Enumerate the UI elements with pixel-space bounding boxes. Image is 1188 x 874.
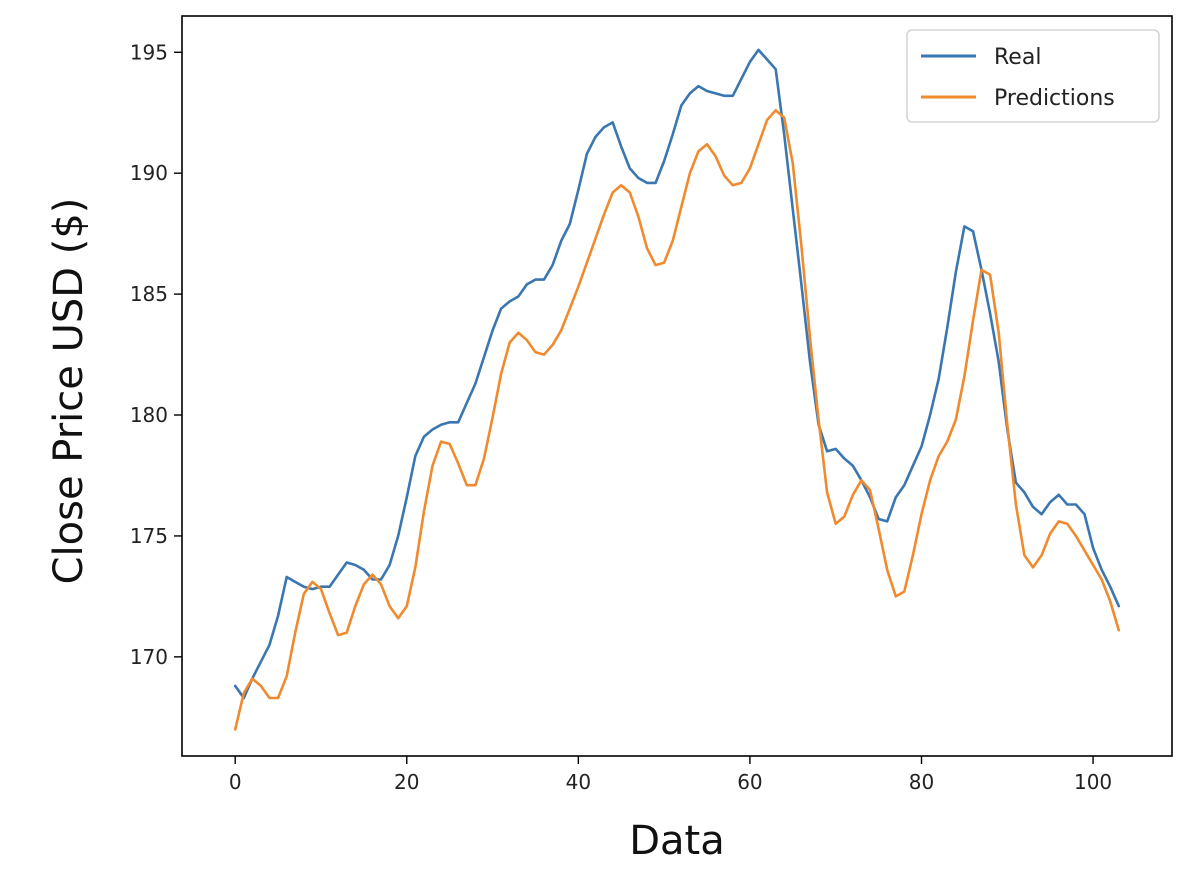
y-axis-label: Close Price USD ($) [46, 198, 92, 585]
legend-label-real: Real [994, 45, 1041, 70]
x-tick-label: 40 [566, 770, 591, 794]
plot-frame [181, 15, 1173, 757]
x-tick-label: 80 [909, 770, 934, 794]
x-tick-label: 60 [737, 770, 762, 794]
y-tick-label: 185 [130, 282, 168, 306]
x-tick-label: 0 [229, 770, 242, 794]
series-lines [233, 48, 1121, 731]
x-tick-label: 20 [394, 770, 419, 794]
x-axis-label: Data [629, 818, 725, 864]
legend: Real Predictions [906, 29, 1160, 123]
y-tick-label: 195 [130, 40, 168, 64]
series-line-real [233, 48, 1121, 700]
series-line-predictions [233, 109, 1121, 731]
y-tick-label: 175 [130, 524, 168, 548]
x-axis-ticks: 0 20 40 60 80 100 [229, 756, 1112, 794]
plot-area [181, 15, 1173, 757]
y-axis-ticks: 170 175 180 185 190 195 [130, 40, 182, 669]
y-tick-label: 170 [130, 645, 168, 669]
legend-label-predictions: Predictions [994, 86, 1115, 111]
legend-frame [906, 29, 1160, 123]
y-tick-label: 180 [130, 403, 168, 427]
x-tick-label: 100 [1074, 770, 1112, 794]
y-tick-label: 190 [130, 161, 168, 185]
